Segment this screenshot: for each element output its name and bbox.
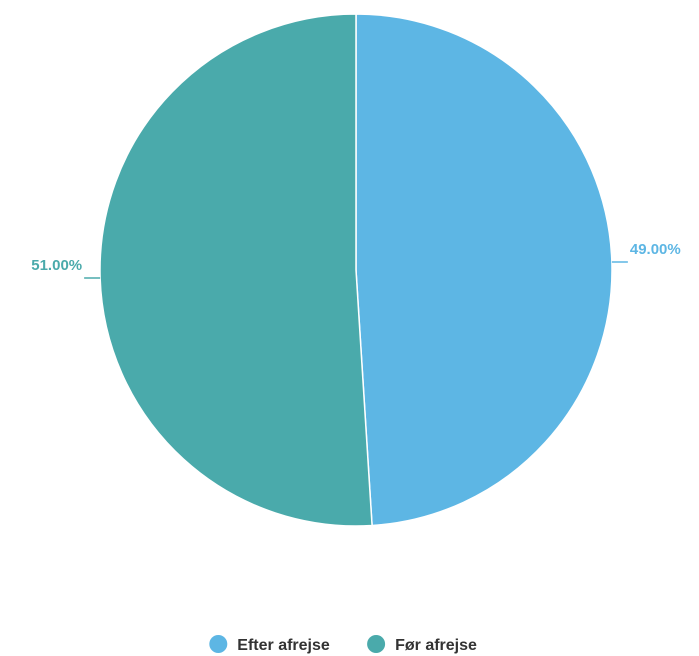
legend-item-0[interactable]: Efter afrejse <box>209 635 330 654</box>
pie-slices <box>99 13 613 527</box>
legend: Efter afrejse Før afrejse <box>209 635 477 654</box>
legend-label-1: Før afrejse <box>395 637 477 654</box>
pie-slice-0[interactable] <box>355 13 613 527</box>
pie-slice-1[interactable] <box>99 13 373 527</box>
legend-item-1[interactable]: Før afrejse <box>367 635 477 654</box>
data-label-1: 51.00% <box>31 257 82 274</box>
data-label-0: 49.00% <box>630 241 681 258</box>
legend-marker-0 <box>209 635 228 653</box>
legend-marker-1 <box>367 635 386 653</box>
pie-labels: 49.00% 51.00% <box>31 241 681 279</box>
legend-label-0: Efter afrejse <box>237 637 330 654</box>
